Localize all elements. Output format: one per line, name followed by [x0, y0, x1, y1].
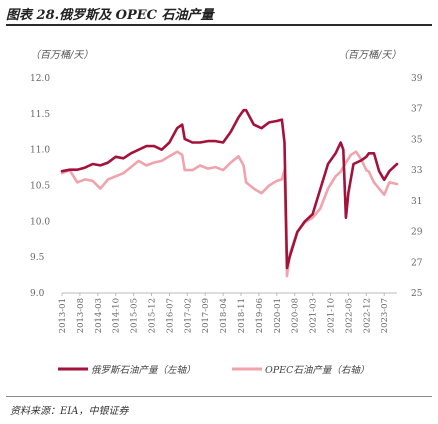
- x-tick-label: 2017-09: [201, 298, 211, 333]
- right-axis-unit: （百万桶/天）: [338, 49, 401, 61]
- x-tick-label: 2014-10: [112, 298, 122, 333]
- left-tick-label: 11.5: [30, 110, 50, 120]
- left-tick-label: 12.0: [30, 74, 50, 84]
- legend-label-russia: 俄罗斯石油产量（左轴）: [91, 364, 196, 376]
- x-tick-label: 2018-11: [237, 298, 247, 333]
- right-tick-label: 39: [411, 74, 423, 84]
- footer-rule: [6, 396, 432, 397]
- x-tick-label: 2015-05: [130, 298, 140, 333]
- series-line-russia: [60, 108, 399, 270]
- x-tick-label: 2018-04: [219, 298, 229, 333]
- x-tick-label: 2022-12: [362, 298, 372, 333]
- x-tick-label: 2019-06: [255, 298, 265, 333]
- left-axis-ticks: 12.0 11.5 11.0 10.5 10.0 9.5 9.0: [30, 74, 50, 299]
- series-lines: [60, 108, 399, 278]
- left-axis-unit: （百万桶/天）: [30, 49, 93, 61]
- left-tick-label: 10.5: [30, 182, 50, 192]
- right-tick-label: 29: [411, 228, 423, 238]
- x-tick-label: 2021-10: [327, 298, 337, 333]
- right-tick-label: 35: [411, 135, 423, 145]
- right-tick-label: 27: [411, 258, 423, 268]
- left-tick-label: 11.0: [30, 146, 50, 156]
- legend-label-opec: OPEC石油产量（右轴）: [265, 364, 369, 376]
- left-tick-label: 10.0: [30, 217, 50, 227]
- chart-title: 图表 28.俄罗斯及 OPEC 石油产量: [6, 8, 214, 23]
- series-line-opec: [60, 150, 399, 278]
- x-tick-label: 2022-05: [344, 298, 354, 333]
- x-tick-label: 2023-07: [380, 298, 390, 333]
- x-tick-label: 2016-07: [165, 298, 175, 333]
- x-tick-label: 2020-01: [273, 298, 283, 333]
- source-note: 资料来源：EIA，中银证券: [10, 406, 129, 417]
- x-tick-label: 2020-08: [291, 298, 301, 333]
- x-tick-label: 2017-02: [183, 298, 193, 333]
- right-tick-label: 31: [411, 197, 422, 207]
- x-axis-ticks: 2013-01 2013-08 2014-03 2014-10 2015-05 2015-…: [58, 293, 390, 333]
- x-tick-label: 2013-08: [76, 298, 86, 333]
- right-tick-label: 33: [411, 166, 423, 176]
- right-axis-ticks: 39 37 35 33 31 29 27 25: [411, 74, 423, 299]
- x-tick-label: 2013-01: [58, 298, 68, 333]
- right-tick-label: 37: [411, 105, 423, 115]
- title-rule: [6, 24, 432, 26]
- x-tick-label: 2021-03: [309, 298, 319, 333]
- x-tick-label: 2014-03: [94, 298, 104, 333]
- x-tick-label: 2015-12: [148, 298, 158, 333]
- right-tick-label: 25: [411, 289, 423, 299]
- left-tick-label: 9.5: [30, 253, 45, 263]
- legend: 俄罗斯石油产量（左轴） OPEC石油产量（右轴）: [58, 364, 369, 376]
- left-tick-label: 9.0: [30, 289, 45, 299]
